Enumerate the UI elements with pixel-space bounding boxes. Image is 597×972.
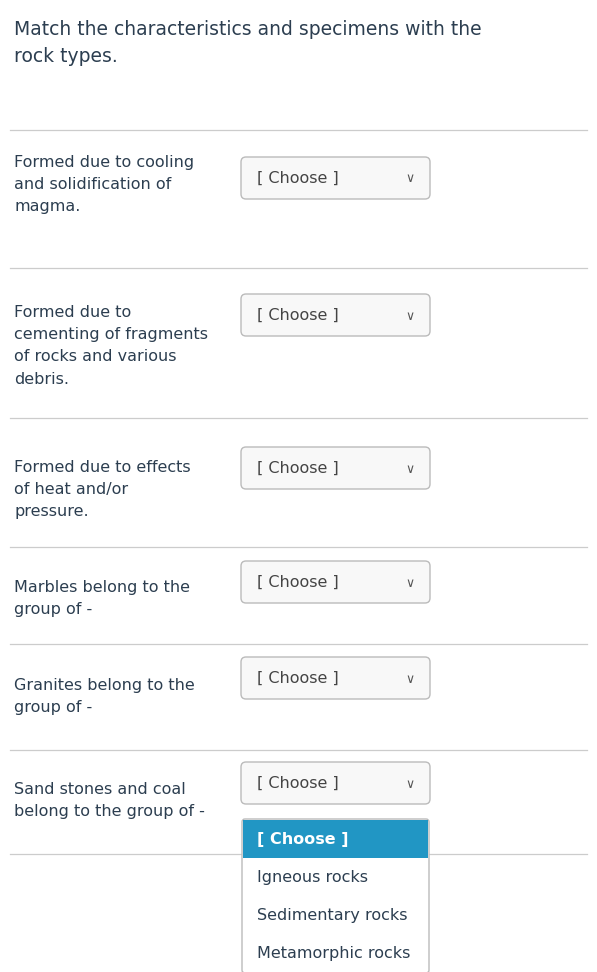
FancyBboxPatch shape: [241, 447, 430, 489]
Text: [ Choose ]: [ Choose ]: [257, 170, 338, 186]
Text: ∨: ∨: [405, 463, 414, 475]
FancyBboxPatch shape: [242, 819, 429, 972]
Text: Formed due to effects
of heat and/or
pressure.: Formed due to effects of heat and/or pre…: [14, 460, 190, 519]
Text: [ Choose ]: [ Choose ]: [257, 461, 338, 475]
Text: ∨: ∨: [405, 778, 414, 790]
Text: Match the characteristics and specimens with the
rock types.: Match the characteristics and specimens …: [14, 20, 482, 65]
FancyBboxPatch shape: [243, 820, 428, 858]
Text: Formed due to cooling
and solidification of
magma.: Formed due to cooling and solidification…: [14, 155, 194, 215]
Text: ∨: ∨: [405, 309, 414, 323]
FancyBboxPatch shape: [241, 762, 430, 804]
Text: [ Choose ]: [ Choose ]: [257, 574, 338, 589]
Text: Metamorphic rocks: Metamorphic rocks: [257, 946, 410, 960]
Text: Marbles belong to the
group of -: Marbles belong to the group of -: [14, 580, 190, 617]
Text: ∨: ∨: [405, 172, 414, 186]
Text: ∨: ∨: [405, 576, 414, 589]
FancyBboxPatch shape: [241, 294, 430, 336]
Text: Sand stones and coal
belong to the group of -: Sand stones and coal belong to the group…: [14, 782, 205, 819]
Text: [ Choose ]: [ Choose ]: [257, 831, 349, 847]
Text: [ Choose ]: [ Choose ]: [257, 307, 338, 323]
Text: Granites belong to the
group of -: Granites belong to the group of -: [14, 678, 195, 715]
Text: [ Choose ]: [ Choose ]: [257, 776, 338, 790]
Text: ∨: ∨: [405, 673, 414, 685]
FancyBboxPatch shape: [241, 561, 430, 603]
FancyBboxPatch shape: [241, 657, 430, 699]
Text: Formed due to
cementing of fragments
of rocks and various
debris.: Formed due to cementing of fragments of …: [14, 305, 208, 387]
FancyBboxPatch shape: [241, 157, 430, 199]
Text: Igneous rocks: Igneous rocks: [257, 870, 368, 885]
Text: Sedimentary rocks: Sedimentary rocks: [257, 908, 408, 922]
Text: [ Choose ]: [ Choose ]: [257, 671, 338, 685]
